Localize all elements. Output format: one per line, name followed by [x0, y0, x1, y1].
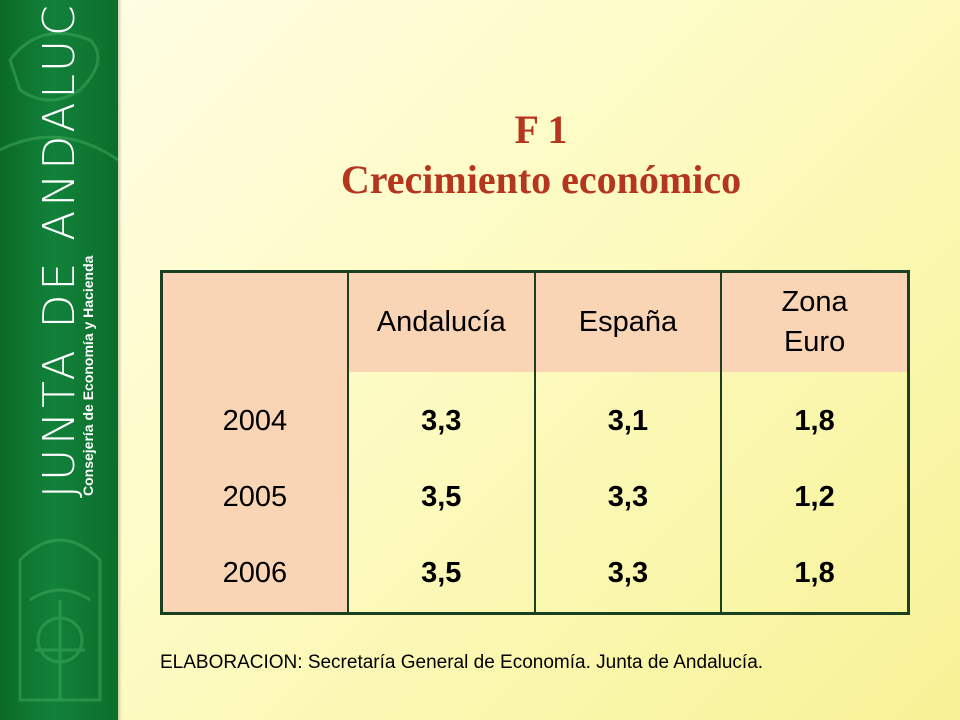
brand-logo-text: JUNTA DE ANDALUCIA	[34, 0, 85, 498]
table-row: 2006 3,5 3,3 1,8	[160, 535, 910, 613]
table-header-row: Andalucía España Zona Euro	[160, 271, 910, 372]
sidebar: JUNTA DE ANDALUCIA Consejería de Economí…	[0, 0, 118, 720]
row-year: 2006	[160, 535, 349, 613]
source-footnote: ELABORACION: Secretaría General de Econo…	[160, 652, 764, 673]
growth-table: Andalucía España Zona Euro 2004 3,3 3,1 …	[160, 270, 910, 615]
table-row: 2005 3,5 3,3 1,2	[160, 459, 910, 536]
header-cell-espana: España	[533, 271, 723, 372]
junta-emblem-watermark-icon	[0, 31, 118, 702]
page-title: Crecimiento económico	[340, 157, 742, 202]
row-year: 2004	[160, 371, 349, 460]
table-row: 2004 3,3 3,1 1,8	[160, 371, 910, 460]
page-title-code: F 1	[514, 107, 568, 152]
cell-andalucia: 3,5	[346, 459, 536, 536]
header-cell-andalucia: Andalucía	[346, 271, 536, 372]
cell-espana: 3,3	[533, 459, 723, 536]
cell-zona-euro: 1,8	[720, 371, 910, 460]
header-cell-corner	[160, 271, 349, 372]
row-year: 2005	[160, 459, 349, 536]
brand-subtitle: Consejería de Economía y Hacienda	[80, 255, 96, 496]
cell-zona-euro: 1,8	[720, 535, 910, 613]
cell-espana: 3,3	[533, 535, 723, 613]
zona-euro-label: Zona Euro	[781, 286, 848, 359]
cell-espana: 3,1	[533, 371, 723, 460]
cell-zona-euro: 1,2	[720, 459, 910, 536]
cell-andalucia: 3,5	[346, 535, 536, 613]
cell-andalucia: 3,3	[346, 371, 536, 460]
header-cell-zona-euro: Zona Euro	[720, 271, 910, 372]
sidebar-shadow	[118, 0, 122, 720]
